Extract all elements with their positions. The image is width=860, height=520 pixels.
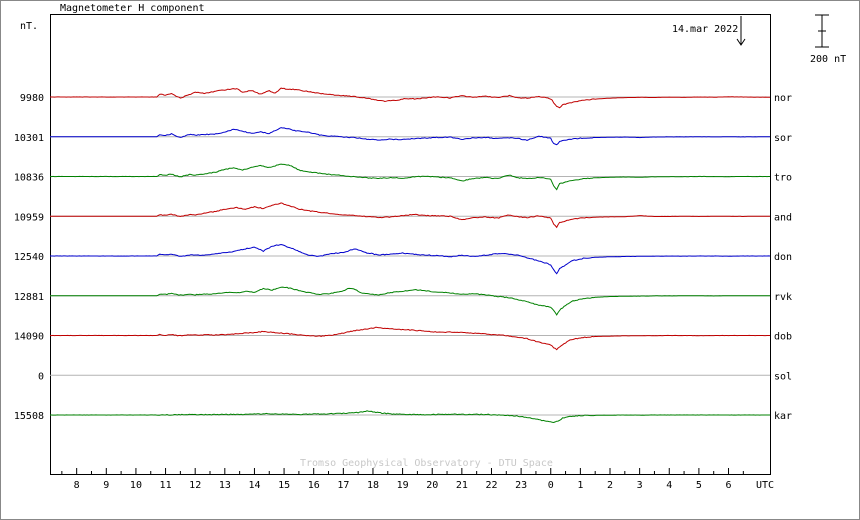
station-code-sor: sor bbox=[774, 133, 792, 144]
x-tick-label: 19 bbox=[397, 480, 409, 491]
date-arrow-icon bbox=[736, 16, 746, 46]
x-tick-label: 23 bbox=[515, 480, 527, 491]
x-tick-label: 11 bbox=[160, 480, 172, 491]
x-tick-label: 6 bbox=[726, 480, 732, 491]
scale-bar-label: 200 nT bbox=[810, 54, 846, 65]
x-tick-label: 18 bbox=[367, 480, 379, 491]
x-tick-label: 15 bbox=[278, 480, 290, 491]
x-tick-label: 4 bbox=[666, 480, 672, 491]
baseline-value-rvk: 12881 bbox=[14, 292, 44, 303]
x-tick-label: 8 bbox=[74, 480, 80, 491]
trace-kar bbox=[49, 410, 770, 424]
baseline-value-sol: 0 bbox=[38, 371, 44, 382]
x-tick-label: 13 bbox=[219, 480, 231, 491]
x-tick-label: 14 bbox=[248, 480, 260, 491]
scale-bar-icon bbox=[815, 14, 829, 48]
x-axis-label: UTC bbox=[756, 480, 774, 491]
chart-title: Magnetometer H component bbox=[60, 3, 205, 14]
trace-dob bbox=[49, 326, 770, 351]
station-code-and: and bbox=[774, 212, 792, 223]
x-tick-label: 10 bbox=[130, 480, 142, 491]
baseline-value-nor: 9980 bbox=[20, 93, 44, 104]
plot-frame bbox=[50, 14, 771, 475]
x-tick-label: 12 bbox=[189, 480, 201, 491]
station-code-sol: sol bbox=[774, 371, 792, 382]
trace-and bbox=[49, 202, 771, 229]
station-code-tro: tro bbox=[774, 173, 792, 184]
credit-text: Tromso Geophysical Observatory - DTU Spa… bbox=[300, 458, 553, 469]
baseline-value-don: 12540 bbox=[14, 252, 44, 263]
date-label: 14.mar 2022 bbox=[672, 24, 738, 35]
x-tick-label: 16 bbox=[308, 480, 320, 491]
trace-sor bbox=[50, 127, 771, 146]
trace-tro bbox=[49, 163, 770, 191]
y-unit-label: nT. bbox=[20, 21, 38, 32]
baseline-value-sor: 10301 bbox=[14, 133, 44, 144]
x-tick-label: 1 bbox=[577, 480, 583, 491]
x-tick-label: 21 bbox=[456, 480, 468, 491]
station-code-kar: kar bbox=[774, 411, 792, 422]
station-code-don: don bbox=[774, 252, 792, 263]
x-tick-label: 0 bbox=[548, 480, 554, 491]
station-code-nor: nor bbox=[774, 93, 792, 104]
station-code-dob: dob bbox=[774, 332, 792, 343]
trace-rvk bbox=[50, 286, 770, 316]
baseline-value-and: 10959 bbox=[14, 212, 44, 223]
x-tick-label: 22 bbox=[485, 480, 497, 491]
baseline-value-dob: 14090 bbox=[14, 332, 44, 343]
trace-nor bbox=[49, 87, 770, 109]
station-code-rvk: rvk bbox=[774, 292, 792, 303]
x-tick-label: 9 bbox=[103, 480, 109, 491]
x-tick-label: 2 bbox=[607, 480, 613, 491]
baseline-value-kar: 15508 bbox=[14, 411, 44, 422]
x-tick-label: 17 bbox=[337, 480, 349, 491]
station-traces bbox=[49, 87, 771, 424]
trace-don bbox=[49, 243, 771, 275]
x-tick-label: 3 bbox=[637, 480, 643, 491]
baseline-value-tro: 10836 bbox=[14, 173, 44, 184]
x-axis-ticks: 8 9 10 11 12 13 14 15 16 17 18 19 20 21 22 23 0 1 2 3 4 5 6 bbox=[61, 468, 744, 491]
x-tick-label: 5 bbox=[696, 480, 702, 491]
x-tick-label: 20 bbox=[426, 480, 438, 491]
station-labels: 9980 nor 10301 sor 10836 tro 10959 and 12540 don 1… bbox=[14, 93, 792, 422]
